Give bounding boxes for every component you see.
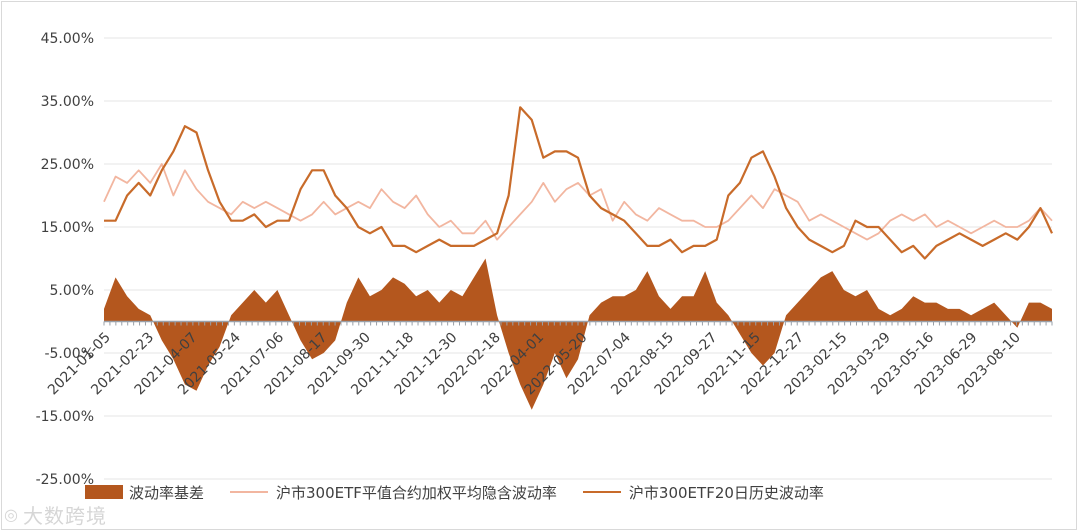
legend-item-historical-vol[interactable]: 沪市300ETF20日历史波动率 [582, 482, 824, 503]
logo-icon: ◎ [4, 505, 19, 524]
y-tick-label: 35.00% [41, 94, 94, 110]
y-tick-label: 5.00% [50, 283, 94, 299]
series-basis-area [104, 258, 1052, 410]
gridlines [104, 37, 1052, 480]
watermark-text: 大数跨境 [22, 504, 107, 528]
legend-swatch-historical [582, 491, 621, 493]
legend-item-basis[interactable]: 波动率基差 [85, 482, 204, 503]
legend-swatch-implied [230, 491, 269, 493]
zero-axis [103, 320, 1053, 326]
series-implied-vol-line [103, 163, 1053, 241]
legend-label-implied: 沪市300ETF平值合约加权平均隐含波动率 [276, 483, 557, 502]
legend-swatch-area [85, 485, 123, 499]
legend-label-historical: 沪市300ETF20日历史波动率 [628, 483, 824, 502]
y-tick-label: -25.00% [36, 472, 94, 488]
y-tick-label: -15.00% [36, 409, 94, 425]
y-tick-label: 25.00% [41, 157, 94, 173]
y-axis-ticks: 45.00% 35.00% 25.00% 15.00% 5.00% -5.00% -15.0… [36, 31, 94, 488]
legend-label-basis: 波动率基差 [129, 483, 205, 502]
series-historical-vol-line [104, 106, 1053, 260]
y-tick-label: 45.00% [41, 31, 94, 47]
basis-area-layer [104, 258, 1052, 410]
y-tick-label: -5.00% [44, 346, 94, 362]
watermark: ◎ 大数跨境 [4, 500, 107, 529]
legend-item-implied-vol[interactable]: 沪市300ETF平值合约加权平均隐含波动率 [230, 482, 557, 503]
line-series-layer [103, 106, 1053, 260]
y-tick-label: 15.00% [41, 220, 94, 236]
legend: 波动率基差 沪市300ETF平值合约加权平均隐含波动率 沪市300ETF20日历… [85, 478, 1045, 506]
